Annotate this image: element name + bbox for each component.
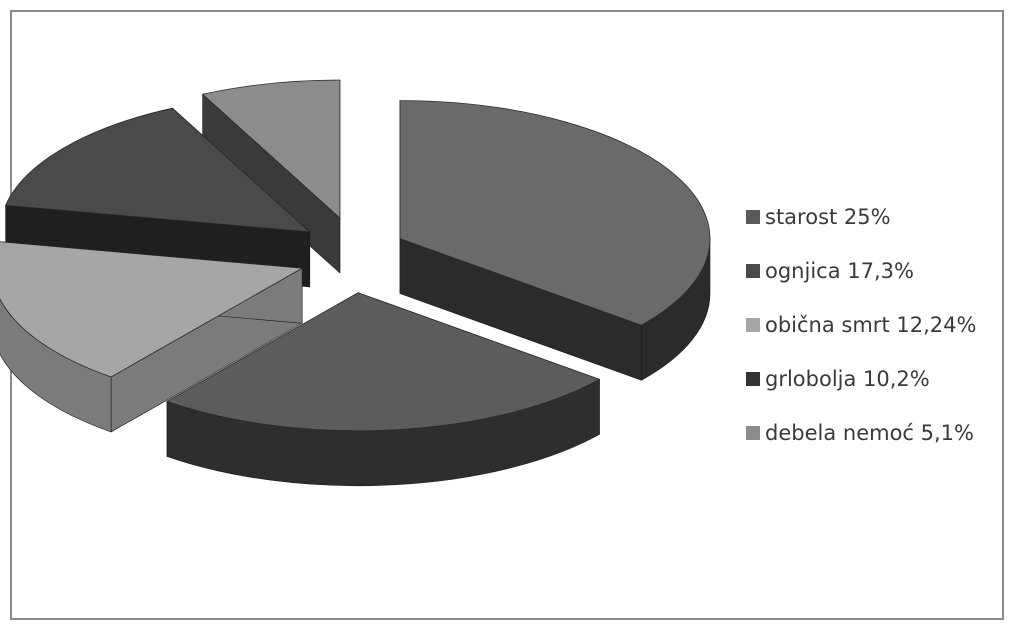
legend-swatch: [746, 210, 760, 224]
legend-label: grlobolja 10,2%: [765, 367, 930, 391]
pie-slice-top: [399, 100, 711, 326]
pie-slice: [0, 241, 304, 433]
legend-swatch: [746, 426, 760, 440]
pie-slice: [399, 100, 711, 381]
legend-swatch: [746, 372, 760, 386]
pie-slice-top: [201, 79, 341, 219]
legend: starost 25% ognjica 17,3% obična smrt 12…: [746, 205, 976, 475]
pie-slice-top: [166, 292, 601, 432]
legend-label: starost 25%: [765, 205, 891, 229]
legend-label: obična smrt 12,24%: [765, 313, 977, 337]
pie-slice: [166, 292, 601, 487]
legend-item-ognjica: ognjica 17,3%: [746, 259, 976, 283]
legend-swatch: [746, 264, 760, 278]
legend-label: debela nemoć 5,1%: [765, 421, 974, 445]
legend-item-grlobolja: grlobolja 10,2%: [746, 367, 976, 391]
legend-swatch: [746, 318, 760, 332]
legend-label: ognjica 17,3%: [765, 259, 914, 283]
pie-slice-top: [4, 107, 311, 233]
legend-item-starost: starost 25%: [746, 205, 976, 229]
legend-item-debela-nemoc: debela nemoć 5,1%: [746, 421, 976, 445]
legend-item-obicna-smrt: obična smrt 12,24%: [746, 313, 976, 337]
pie-slice-top: [0, 241, 304, 378]
